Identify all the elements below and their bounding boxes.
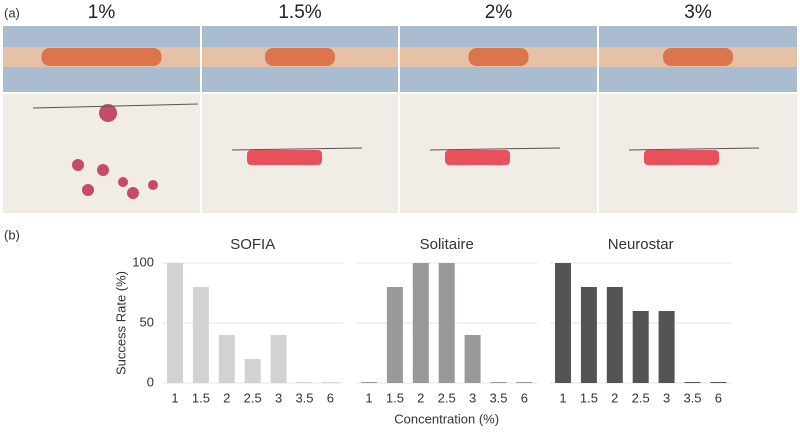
x-tick-label: 6	[327, 390, 334, 405]
bar	[361, 382, 377, 383]
bar	[412, 263, 429, 383]
bar	[192, 287, 209, 383]
stent	[429, 147, 561, 151]
bar	[710, 382, 727, 383]
bar	[386, 287, 403, 383]
column-label: 1.5%	[278, 2, 321, 23]
retrieved-clot	[247, 150, 322, 165]
photo-grid	[3, 26, 797, 213]
x-tick-label: 2.5	[244, 390, 262, 405]
x-tick-label: 3.5	[683, 390, 701, 405]
bar	[167, 263, 183, 383]
x-tick-label: 2	[611, 390, 618, 405]
chart-title: Solitaire	[420, 236, 474, 253]
stent	[231, 147, 363, 151]
retrieved-clot	[445, 150, 510, 165]
chart-title: SOFIA	[230, 236, 275, 253]
x-tick-label: 3	[469, 390, 476, 405]
chart-title: Neurostar	[608, 236, 674, 253]
x-tick-label: 3.5	[489, 390, 507, 405]
bar	[270, 335, 287, 383]
fragment	[127, 187, 139, 199]
bar	[438, 263, 455, 383]
y-tick-label: 50	[140, 314, 154, 329]
clot	[41, 48, 162, 66]
x-tick-label: 1.5	[580, 390, 598, 405]
bar	[296, 382, 313, 383]
fragment	[148, 180, 158, 190]
bar	[490, 382, 507, 383]
bar	[516, 382, 533, 383]
bar	[580, 287, 597, 383]
column-label: 3%	[684, 2, 712, 23]
x-tick-label: 1	[365, 390, 372, 405]
x-tick-label: 3	[275, 390, 282, 405]
x-axis-label: Concentration (%)	[394, 411, 499, 426]
bar	[555, 263, 571, 383]
bar	[464, 335, 481, 383]
x-tick-label: 2.5	[438, 390, 456, 405]
bar	[322, 382, 339, 383]
fragment	[99, 104, 117, 122]
x-tick-label: 1	[171, 390, 178, 405]
bar	[684, 382, 701, 383]
x-tick-label: 3.5	[295, 390, 313, 405]
bar	[658, 311, 675, 383]
bar	[218, 335, 235, 383]
bar	[606, 287, 623, 383]
x-tick-label: 1.5	[192, 390, 210, 405]
x-tick-label: 6	[715, 390, 722, 405]
clot	[663, 48, 733, 66]
x-tick-label: 1.5	[386, 390, 404, 405]
fragment	[72, 159, 84, 171]
x-tick-label: 3	[663, 390, 670, 405]
stent	[32, 103, 199, 109]
x-tick-label: 2	[417, 390, 424, 405]
x-tick-label: 1	[559, 390, 566, 405]
x-tick-label: 6	[521, 390, 528, 405]
retrieved-clot	[644, 150, 719, 165]
panel-label: (a)	[4, 5, 20, 20]
fragment	[118, 177, 128, 187]
x-tick-label: 2	[223, 390, 230, 405]
clot	[265, 48, 335, 66]
fragment	[97, 164, 109, 176]
fragment	[82, 184, 94, 196]
panel-label: (b)	[4, 227, 20, 242]
clot	[468, 48, 529, 66]
column-label: 1%	[88, 2, 116, 23]
column-label: 2%	[485, 2, 513, 23]
y-tick-label: 0	[147, 374, 154, 389]
y-axis-label: Success Rate (%)	[113, 271, 128, 375]
y-tick-label: 100	[132, 254, 154, 269]
bar	[632, 311, 649, 383]
bar	[244, 359, 261, 383]
x-tick-label: 2.5	[632, 390, 650, 405]
stent	[628, 147, 760, 151]
